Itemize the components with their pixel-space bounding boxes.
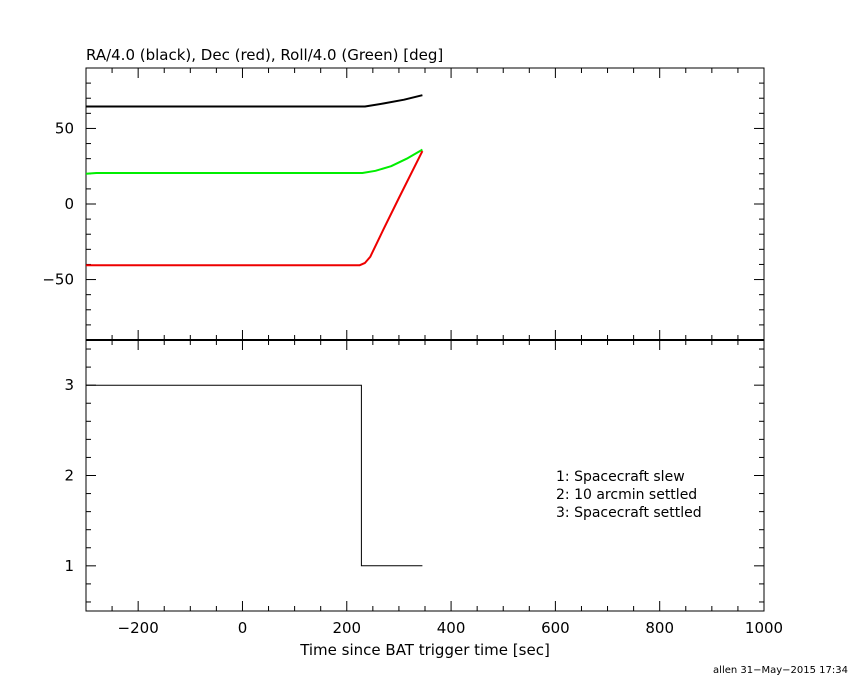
top-y-tick-labels: 50 0 −50 xyxy=(42,119,74,288)
legend-line-1: 1: Spacecraft slew xyxy=(556,469,685,485)
bottom-y-tick-labels: 3 2 1 xyxy=(64,376,74,575)
top-chart-title: RA/4.0 (black), Dec (red), Roll/4.0 (Gre… xyxy=(86,46,443,64)
x-tick-labels: −200 0 200 400 600 800 1000 xyxy=(118,619,784,637)
top-axis-ticks xyxy=(85,68,765,340)
top-series-line-2 xyxy=(86,150,424,267)
bottom-series-line-0 xyxy=(86,384,423,567)
x-tick-label: 600 xyxy=(541,619,570,637)
bottom-y-tick-label: 3 xyxy=(64,376,74,394)
legend-line-3: 3: Spacecraft settled xyxy=(556,505,702,521)
bottom-y-tick-label: 1 xyxy=(64,557,74,575)
x-tick-label: 200 xyxy=(332,619,361,637)
legend-line-2: 2: 10 arcmin settled xyxy=(556,487,697,503)
footer-credit: allen 31−May−2015 17:34 xyxy=(713,665,848,676)
x-tick-label: 1000 xyxy=(745,619,783,637)
bottom-series-group xyxy=(86,384,423,567)
bottom-axis-ticks xyxy=(85,340,765,611)
top-series-line-0 xyxy=(86,94,423,108)
x-tick-label: 0 xyxy=(238,619,248,637)
x-tick-label: −200 xyxy=(118,619,159,637)
bottom-y-tick-label: 2 xyxy=(64,467,74,485)
top-series-group xyxy=(85,94,424,267)
top-y-tick-label: 50 xyxy=(55,119,74,137)
x-tick-label: 800 xyxy=(645,619,674,637)
top-y-tick-label: 0 xyxy=(64,195,74,213)
top-y-tick-label: −50 xyxy=(42,271,74,289)
x-axis-label: Time since BAT trigger time [sec] xyxy=(299,641,550,659)
x-tick-label: 400 xyxy=(437,619,466,637)
top-series-line-1 xyxy=(85,148,423,175)
